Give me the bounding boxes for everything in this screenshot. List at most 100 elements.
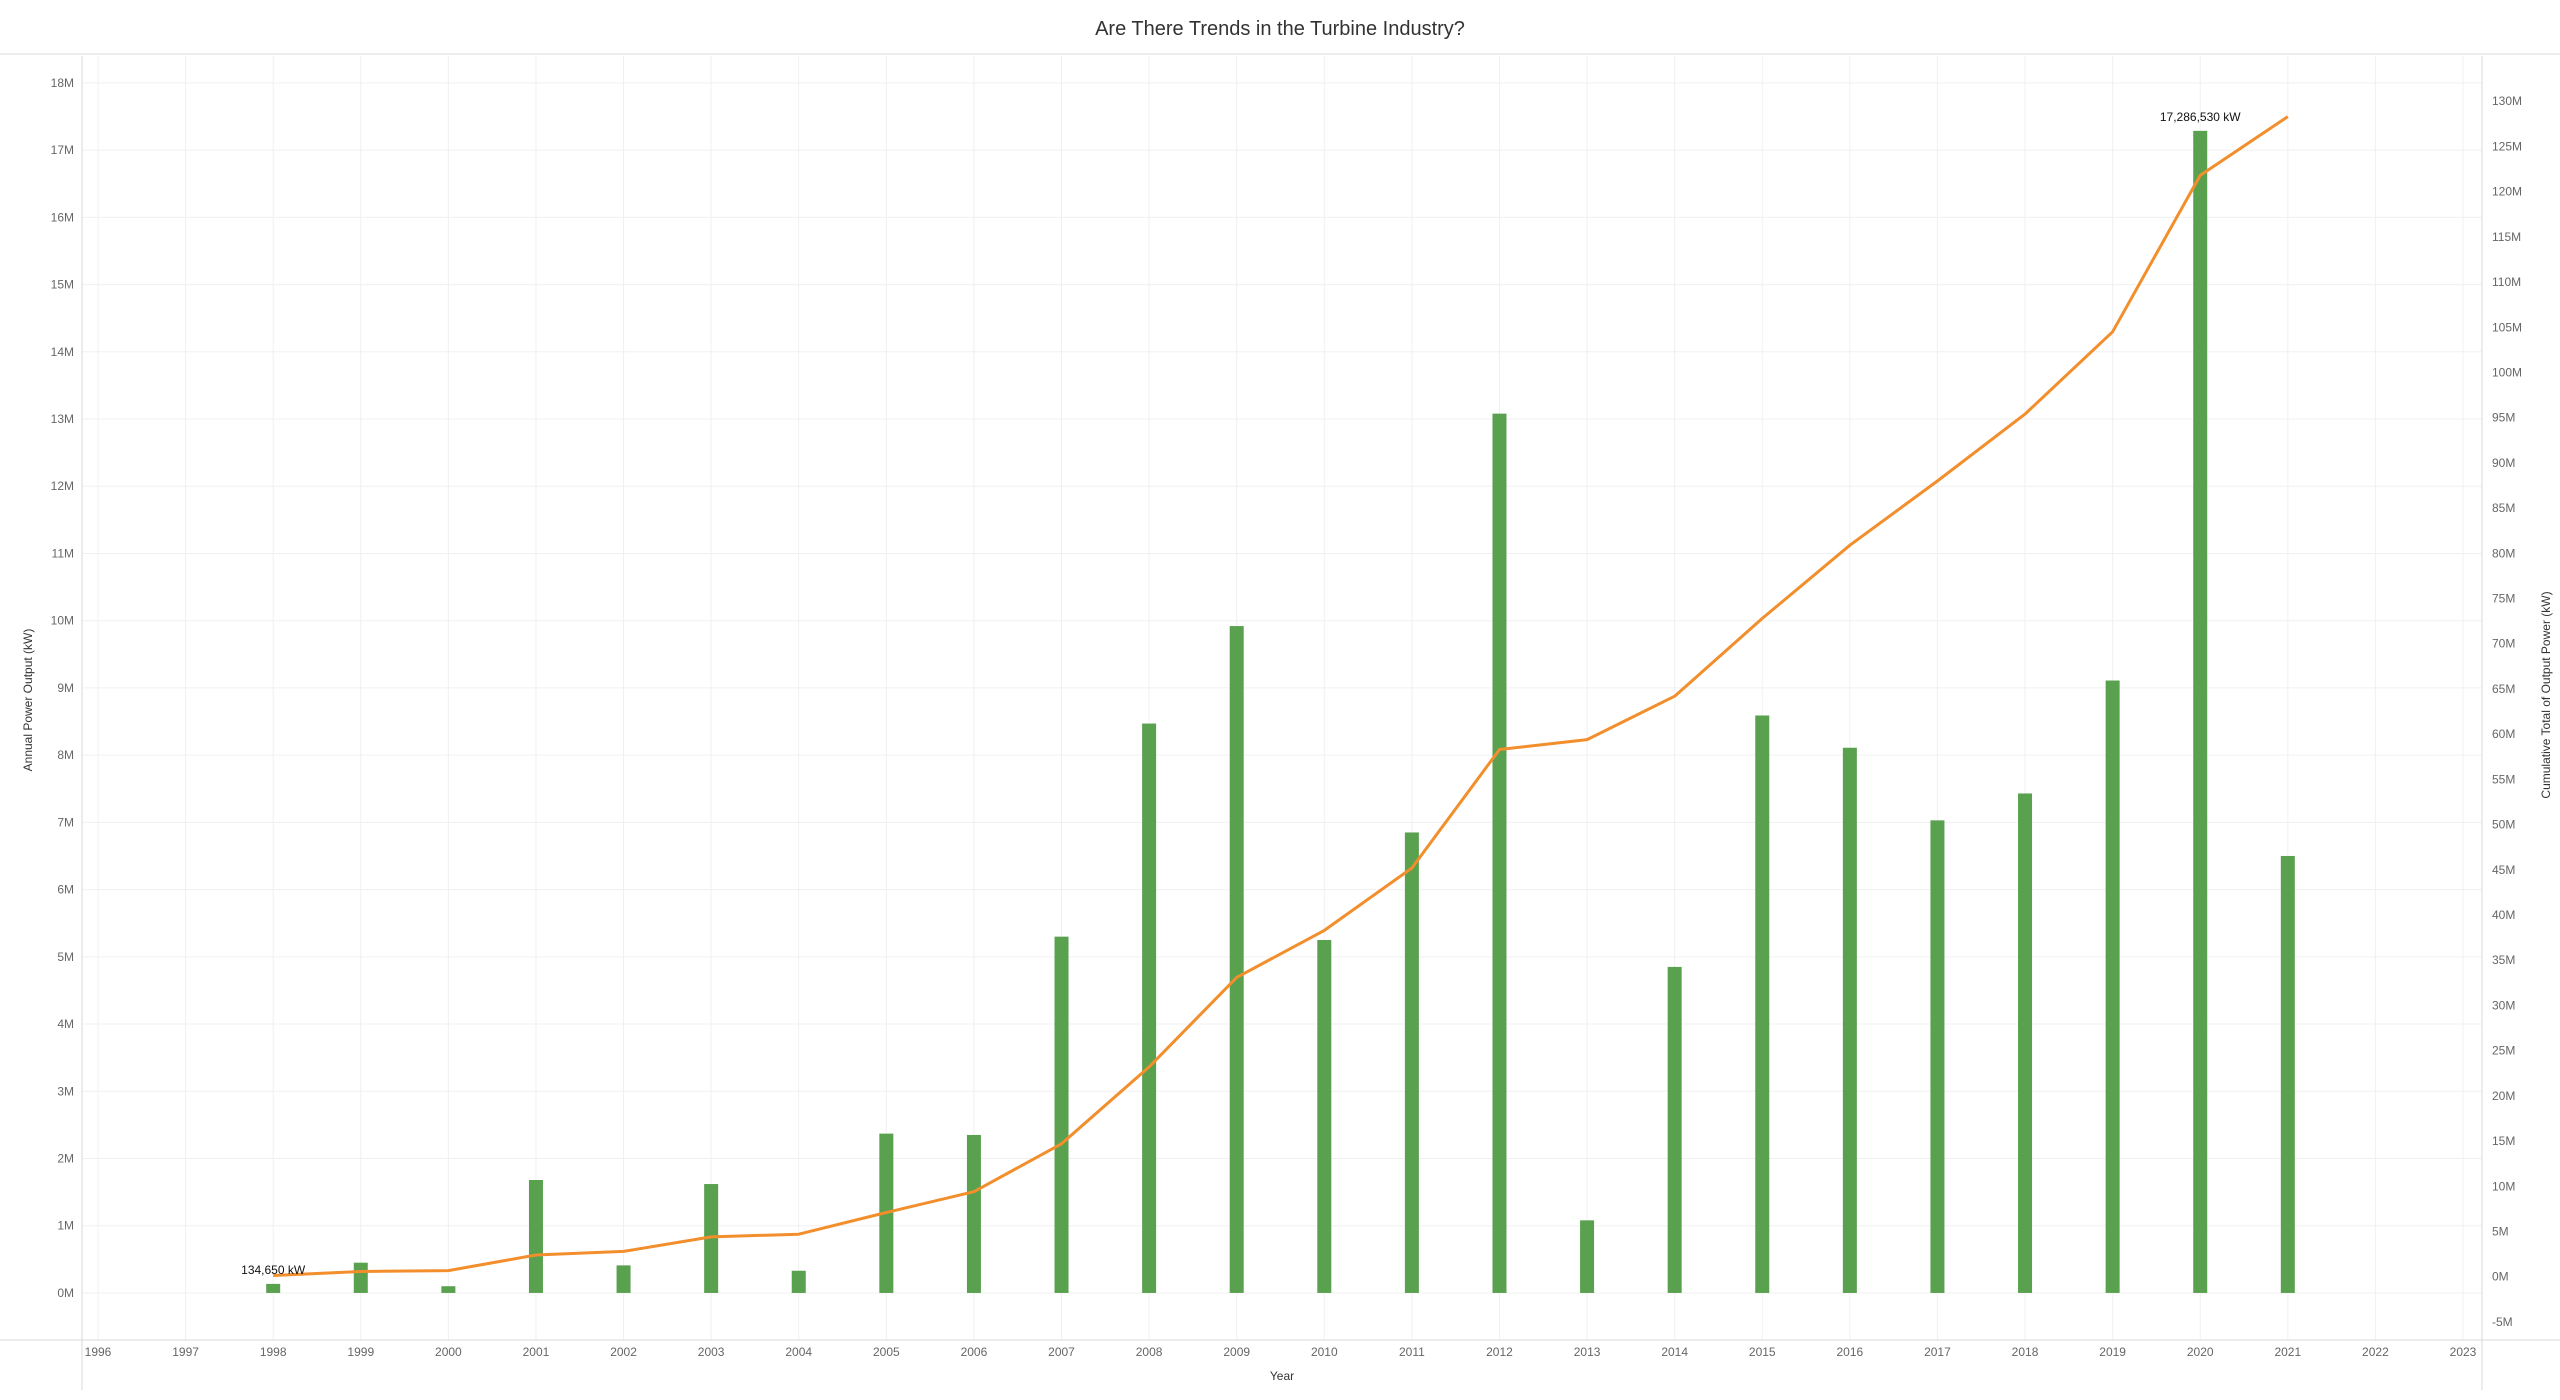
- bar-2011: [1404, 832, 1419, 1293]
- gridlines: [82, 56, 2482, 1340]
- chart-title: Are There Trends in the Turbine Industry…: [1095, 18, 1465, 40]
- line-series: [273, 115, 2289, 1277]
- bar-2015: [1755, 715, 1770, 1293]
- left-tick-label: 4M: [57, 1017, 74, 1031]
- bar-2007: [1054, 936, 1069, 1293]
- right-tick-label: 115M: [2492, 230, 2521, 244]
- right-tick-label: 85M: [2492, 501, 2515, 515]
- left-tick-label: 17M: [51, 143, 74, 157]
- right-tick-label: 125M: [2492, 139, 2522, 153]
- left-axis-title: Annual Power Output (kW): [21, 629, 35, 772]
- x-tick-label: 2011: [1399, 1345, 1425, 1359]
- x-tick-label: 2003: [698, 1345, 725, 1359]
- bar-2004: [791, 1270, 806, 1293]
- right-tick-label: 105M: [2492, 320, 2522, 334]
- right-axis: -5M 0M 5M 10M 15M 20M 25M 30M 35M 40M 45M 50M 55M 60M…: [2492, 94, 2522, 1329]
- x-tick-label: 2007: [1048, 1345, 1075, 1359]
- left-tick-label: 3M: [57, 1084, 74, 1098]
- x-tick-label: 1999: [347, 1345, 374, 1359]
- left-axis: 0M 1M 2M 3M 4M 5M 6M 7M 8M 9M 10M 11M 12M 13M 14M 15M 16…: [51, 76, 74, 1300]
- right-tick-label: 15M: [2492, 1134, 2515, 1148]
- x-tick-label: 2012: [1486, 1345, 1513, 1359]
- bar-2008: [1142, 723, 1157, 1293]
- bar-2009: [1229, 626, 1244, 1293]
- right-tick-label: 75M: [2492, 592, 2515, 606]
- bar-2000: [441, 1286, 456, 1293]
- left-tick-label: 6M: [57, 883, 74, 897]
- bar-2020: [2193, 130, 2208, 1293]
- left-tick-label: 9M: [57, 681, 74, 695]
- left-tick-label: 11M: [52, 546, 74, 560]
- x-tick-label: 2013: [1574, 1345, 1601, 1359]
- x-tick-label: 1996: [85, 1345, 112, 1359]
- right-tick-label: 70M: [2492, 637, 2515, 651]
- data-label-2020: 17,286,530 kW: [2160, 110, 2241, 124]
- left-tick-label: 16M: [51, 210, 74, 224]
- x-tick-label: 2006: [961, 1345, 988, 1359]
- right-tick-label: 65M: [2492, 682, 2515, 696]
- right-tick-label: 45M: [2492, 863, 2515, 877]
- x-axis: 1996 1997 1998 1999 2000 2001 2002 2003 2004 2005…: [85, 1345, 2477, 1359]
- bar-2013: [1580, 1220, 1595, 1293]
- x-tick-label: 2022: [2362, 1345, 2389, 1359]
- bar-2017: [1930, 820, 1945, 1293]
- bar-2019: [2105, 680, 2120, 1293]
- right-tick-label: 0M: [2492, 1270, 2509, 1284]
- left-tick-label: 14M: [51, 345, 74, 359]
- bar-2010: [1317, 940, 1332, 1293]
- x-tick-label: 2001: [523, 1345, 550, 1359]
- right-tick-label: 90M: [2492, 456, 2515, 470]
- x-tick-label: 2008: [1136, 1345, 1163, 1359]
- annotations: 134,650 kW 17,286,530 kW: [241, 110, 2241, 1277]
- right-tick-label: -5M: [2492, 1315, 2513, 1329]
- left-tick-label: 5M: [57, 950, 74, 964]
- bar-2003: [704, 1184, 719, 1293]
- right-tick-label: 35M: [2492, 953, 2515, 967]
- bar-1999: [353, 1262, 368, 1293]
- right-tick-label: 60M: [2492, 727, 2515, 741]
- right-tick-label: 120M: [2492, 185, 2522, 199]
- bar-2012: [1492, 413, 1507, 1293]
- right-tick-label: 30M: [2492, 998, 2515, 1012]
- plot-frame: [0, 53, 2560, 1390]
- x-axis-title: Year: [1270, 1369, 1294, 1383]
- x-tick-label: 2017: [1924, 1345, 1951, 1359]
- right-tick-label: 80M: [2492, 546, 2515, 560]
- left-tick-label: 10M: [51, 614, 74, 628]
- bar-2006: [966, 1134, 981, 1293]
- left-tick-label: 13M: [51, 412, 74, 426]
- left-tick-label: 15M: [51, 278, 74, 292]
- x-tick-label: 1997: [172, 1345, 199, 1359]
- bar-2021: [2280, 855, 2295, 1293]
- right-tick-label: 20M: [2492, 1089, 2515, 1103]
- right-tick-label: 50M: [2492, 818, 2515, 832]
- left-tick-label: 12M: [51, 479, 74, 493]
- left-tick-label: 18M: [51, 76, 74, 90]
- x-tick-label: 2014: [1661, 1345, 1688, 1359]
- x-tick-label: 2004: [785, 1345, 812, 1359]
- right-tick-label: 110M: [2492, 275, 2521, 289]
- left-tick-label: 7M: [57, 815, 74, 829]
- x-tick-label: 2020: [2187, 1345, 2214, 1359]
- x-tick-label: 2002: [610, 1345, 637, 1359]
- left-tick-label: 1M: [57, 1219, 74, 1233]
- bar-series: [266, 130, 2295, 1293]
- bar-1998: [266, 1283, 281, 1293]
- x-tick-label: 2009: [1223, 1345, 1250, 1359]
- right-tick-label: 55M: [2492, 772, 2515, 786]
- right-tick-label: 40M: [2492, 908, 2515, 922]
- x-tick-label: 2016: [1837, 1345, 1864, 1359]
- x-tick-label: 2019: [2099, 1345, 2126, 1359]
- right-tick-label: 5M: [2492, 1224, 2509, 1238]
- right-axis-title: Cumulative Total of Output Power (kW): [2539, 591, 2553, 798]
- data-label-1998: 134,650 kW: [241, 1263, 306, 1277]
- left-tick-label: 2M: [57, 1151, 74, 1165]
- bar-2001: [528, 1180, 543, 1293]
- left-tick-label: 8M: [57, 748, 74, 762]
- cumulative-line: [273, 115, 2289, 1277]
- right-tick-label: 25M: [2492, 1044, 2515, 1058]
- x-tick-label: 2015: [1749, 1345, 1776, 1359]
- x-tick-label: 2021: [2274, 1345, 2301, 1359]
- x-tick-label: 2023: [2450, 1345, 2477, 1359]
